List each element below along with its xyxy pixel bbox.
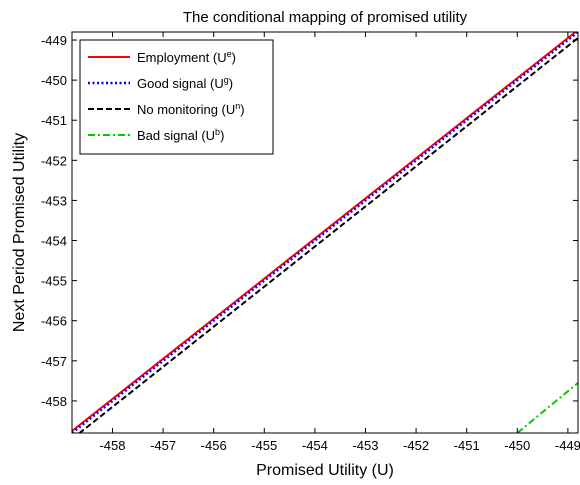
series-group xyxy=(72,32,578,433)
y-tick-label: -457 xyxy=(41,354,67,369)
plot-frame xyxy=(71,31,579,434)
x-axis-title: Promised Utility (U) xyxy=(256,462,394,479)
x-tick-label: -457 xyxy=(150,438,176,453)
x-tick-label: -452 xyxy=(403,438,429,453)
y-tick-label: -451 xyxy=(41,113,67,128)
y-tick-label: -456 xyxy=(41,314,67,329)
y-tick-label: -450 xyxy=(41,73,67,88)
x-tick-label: -451 xyxy=(454,438,480,453)
legend-label-1: Good signal (Ug) xyxy=(137,75,233,91)
chart-title: The conditional mapping of promised util… xyxy=(183,9,468,26)
x-tick-label: -458 xyxy=(99,438,125,453)
legend-label-2: No monitoring (Un) xyxy=(137,101,245,117)
legend: Employment (Ue) Good signal (Ug) No monito… xyxy=(79,39,274,155)
x-tick-label: -454 xyxy=(302,438,328,453)
y-tick-label: -452 xyxy=(41,153,67,168)
series-line-3 xyxy=(516,382,578,433)
legend-label-3: Bad signal (Ub) xyxy=(137,127,224,143)
x-tick-label: -455 xyxy=(251,438,277,453)
x-tick-label: -450 xyxy=(504,438,530,453)
x-tick-label: -449 xyxy=(555,438,580,453)
y-axis-title: Next Period Promised Utility xyxy=(11,133,28,332)
y-tick-label: -449 xyxy=(41,33,67,48)
legend-label-0: Employment (Ue) xyxy=(137,49,236,65)
plot-area: -458 -457 -456 -455 -454 -453 -452 -451 -450 -449… xyxy=(41,31,580,453)
x-tick-label: -453 xyxy=(352,438,378,453)
x-tick-label: -456 xyxy=(201,438,227,453)
y-tick-label: -458 xyxy=(41,394,67,409)
y-tick-label: -455 xyxy=(41,274,67,289)
series-line-0 xyxy=(72,32,578,432)
y-tick-label: -454 xyxy=(41,234,67,249)
y-tick-label: -453 xyxy=(41,193,67,208)
legend-box xyxy=(79,39,274,155)
